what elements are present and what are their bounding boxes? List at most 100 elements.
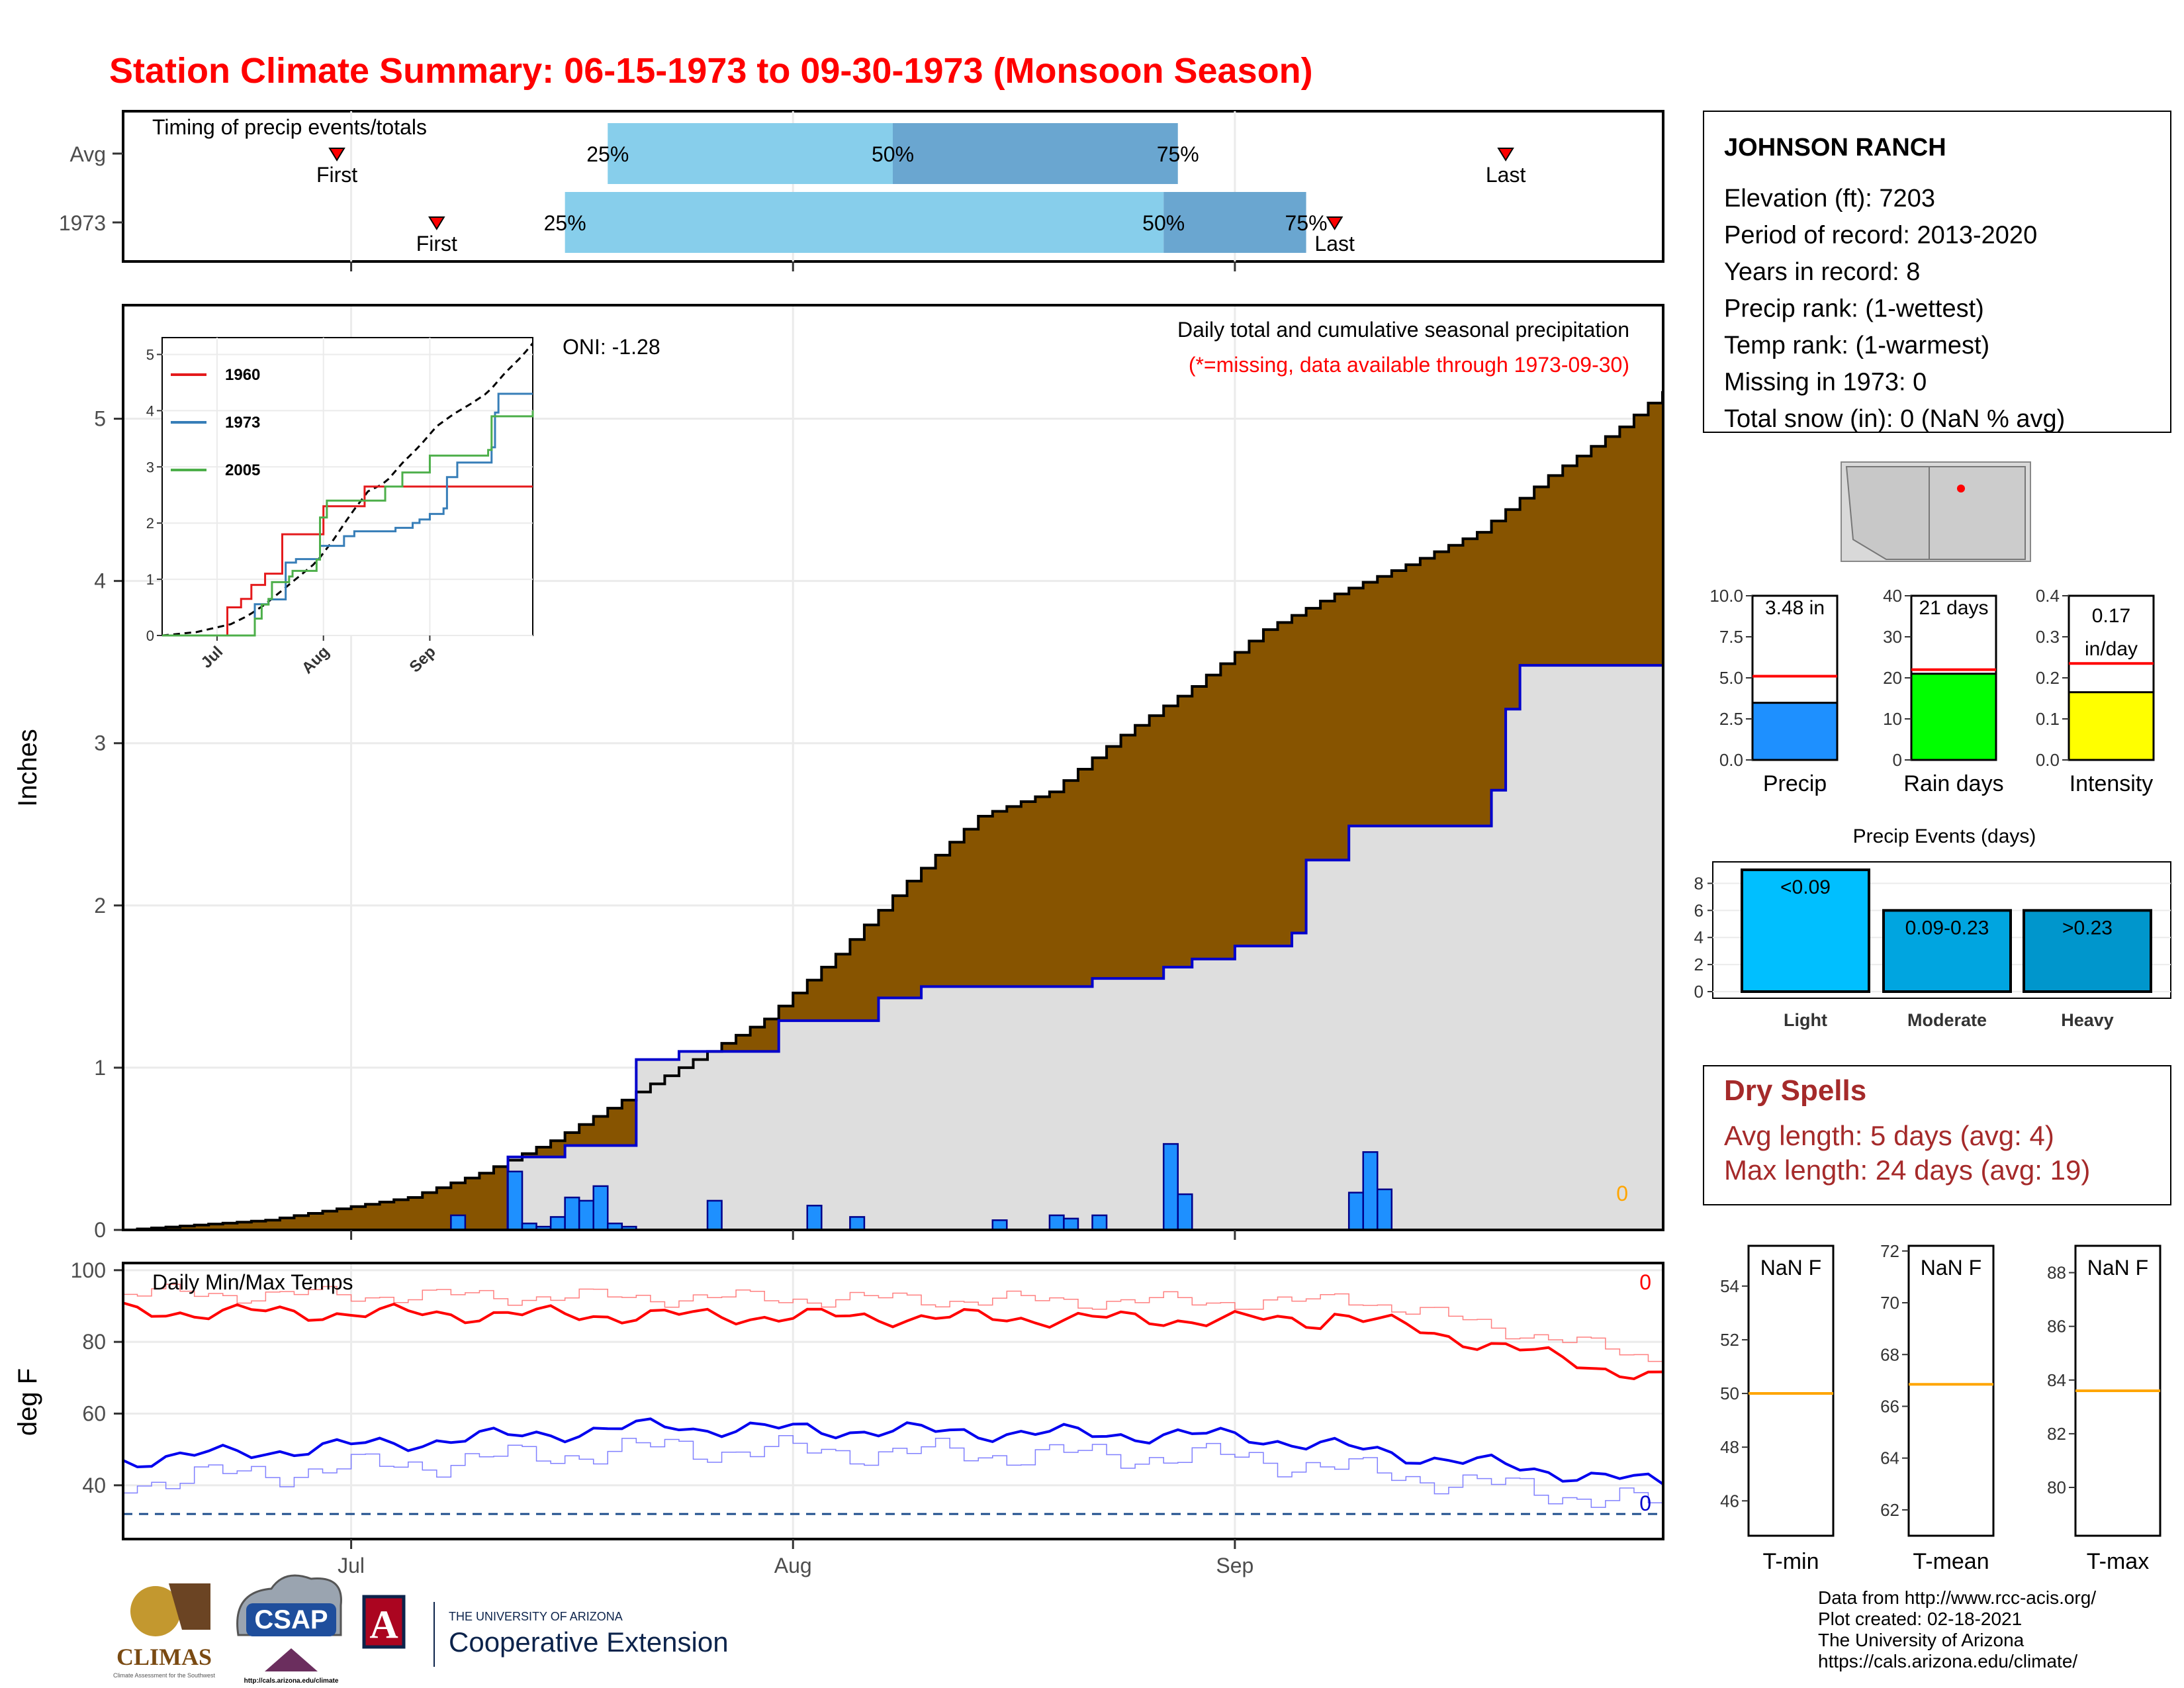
daily-precip-bar: [564, 1196, 580, 1231]
missing-max-count: 0: [1639, 1270, 1651, 1294]
footer-line: The University of Arizona: [1818, 1630, 2025, 1650]
mini-bar-category-label: Intensity: [2070, 771, 2154, 796]
temp-mini-tick-label: 88: [2047, 1263, 2066, 1283]
daily-precip-bar: [1091, 1214, 1108, 1231]
csap-badge: [246, 1603, 336, 1636]
quartile-label: 50%: [1142, 211, 1185, 235]
event-range-label: 0.09-0.23: [1905, 917, 1989, 939]
tmax-avg-line: [123, 1284, 1663, 1371]
temp-mini-value-label: NaN F: [2087, 1256, 2148, 1280]
station-info-line: Precip rank: (1-wettest): [1724, 295, 1984, 323]
ua-small-text: THE UNIVERSITY OF ARIZONA: [449, 1610, 623, 1623]
temp-mini-tick-label: 66: [1880, 1396, 1899, 1416]
mini-bar-tick-label: 5.0: [1719, 668, 1743, 688]
ua-letter: A: [369, 1603, 398, 1646]
dry-spells-box: [1703, 1065, 2171, 1205]
temp-mini-tick-label: 50: [1720, 1383, 1739, 1403]
quartile-label: 75%: [1157, 142, 1199, 166]
event-category-label: Light: [1784, 1010, 1827, 1030]
temp-mini-tick-label: 62: [1880, 1500, 1899, 1520]
footer-line: Plot created: 02-18-2021: [1818, 1609, 2023, 1629]
daily-precip-bar: [1048, 1214, 1065, 1231]
station-info-line: Years in record: 8: [1724, 258, 1920, 286]
temp-mini-tick-label: 70: [1880, 1293, 1899, 1313]
precip-panel-frame: [122, 304, 1664, 1231]
ua-block-a: [362, 1595, 406, 1649]
mini-bar-value: [1751, 702, 1839, 761]
mini-bar-tick-label: 0.0: [1719, 750, 1743, 770]
mini-bar-category-label: Precip: [1763, 771, 1827, 796]
daily-precip-bar: [578, 1199, 594, 1231]
y-tick-label: 0: [94, 1218, 106, 1242]
quartile-label: 75%: [1285, 211, 1328, 235]
daily-precip-bar: [806, 1204, 823, 1231]
mini-bar-tick-label: 0.2: [2036, 668, 2060, 688]
temp-mini-tick-label: 72: [1880, 1241, 1899, 1261]
temp-mini-tick-label: 84: [2047, 1370, 2066, 1390]
inset-y-tick-label: 1: [146, 571, 154, 588]
oni-label: ONI: -1.28: [563, 335, 660, 359]
quartile-bar-50-75: [893, 123, 1178, 184]
temp-mini-frame: [1907, 1244, 1995, 1537]
mini-bar-tick-label: 0.0: [2036, 750, 2060, 770]
event-bar: [2023, 909, 2152, 994]
mini-bar-tick-label: 10: [1883, 709, 1902, 729]
tmin-line: [122, 1417, 1664, 1485]
daily-precip-bar: [849, 1216, 866, 1231]
first-event-label: First: [316, 163, 357, 187]
temp-panel-label: Daily Min/Max Temps: [152, 1270, 353, 1294]
y-tick-label: 100: [71, 1258, 106, 1282]
locator-new-mexico: [1929, 466, 2026, 560]
daily-precip-bar: [1377, 1188, 1393, 1231]
events-y-tick-label: 6: [1694, 900, 1704, 920]
mini-bar-tick-label: 10.0: [1709, 586, 1743, 606]
inset-y-tick-label: 3: [146, 459, 154, 475]
inset-series-1973: [162, 393, 533, 637]
mini-bar-value: [2068, 691, 2155, 761]
quartile-label: 25%: [586, 142, 629, 166]
quartile-label: 25%: [544, 211, 586, 235]
timing-panel-label: Timing of precip events/totals: [152, 115, 427, 139]
csap-wordmark: CSAP: [254, 1605, 328, 1634]
temp-mini-value-label: NaN F: [1760, 1256, 1821, 1280]
tmin-avg-line: [123, 1434, 1663, 1508]
year-cumulative-area: [123, 665, 1662, 1230]
y-tick-label: 2: [94, 894, 106, 917]
footer-credits: Data from http://www.rcc-acis.org/ Plot …: [1818, 1587, 2175, 1672]
y-tick-label: 40: [82, 1474, 106, 1497]
ua-big-text: Cooperative Extension: [449, 1626, 729, 1658]
event-bar: [1741, 868, 1870, 993]
daily-precip-bar: [706, 1199, 723, 1231]
x-tick-label: Jul: [338, 1554, 365, 1577]
first-event-marker: [428, 216, 445, 230]
daily-precip-bar: [1177, 1193, 1193, 1231]
temp-mini-tick-label: 54: [1720, 1276, 1739, 1296]
footer-line: Data from http://www.rcc-acis.org/: [1818, 1587, 2097, 1608]
mini-bar-tick-label: 0.3: [2036, 627, 2060, 647]
inset-legend-label: 2005: [225, 461, 260, 479]
last-event-marker: [1497, 148, 1514, 162]
inset-legend-label: 1960: [225, 366, 260, 384]
dry-spells-title: Dry Spells: [1724, 1074, 1866, 1107]
inset-legend-label: 1973: [225, 414, 260, 432]
inset-y-tick-label: 0: [146, 628, 154, 644]
first-event-label: First: [416, 232, 457, 256]
daily-precip-bar: [450, 1214, 467, 1231]
csap-mountain-shape: [265, 1648, 318, 1671]
temp-mini-tick-label: 64: [1880, 1448, 1899, 1468]
mini-bar-value-label: 3.48 in: [1765, 597, 1825, 619]
logo-csap: CSAP http://cals.arizona.edu/climate: [236, 1574, 342, 1685]
event-range-label: <0.09: [1780, 876, 1831, 898]
station-info-line: Period of record: 2013-2020: [1724, 222, 2037, 250]
daily-precip-bar: [592, 1185, 609, 1231]
mini-bar-tick-label: 0: [1893, 750, 1902, 770]
precip-panel-header: Daily total and cumulative seasonal prec…: [1177, 318, 1629, 342]
last-event-label: Last: [1486, 163, 1526, 187]
temp-mini-tick-label: 80: [2047, 1477, 2066, 1497]
year-cumulative-line: [123, 664, 1662, 1231]
temp-mini-category-label: T-mean: [1913, 1549, 1989, 1574]
mini-bar-tick-label: 7.5: [1719, 627, 1743, 647]
x-tick-label: Aug: [774, 1554, 812, 1577]
